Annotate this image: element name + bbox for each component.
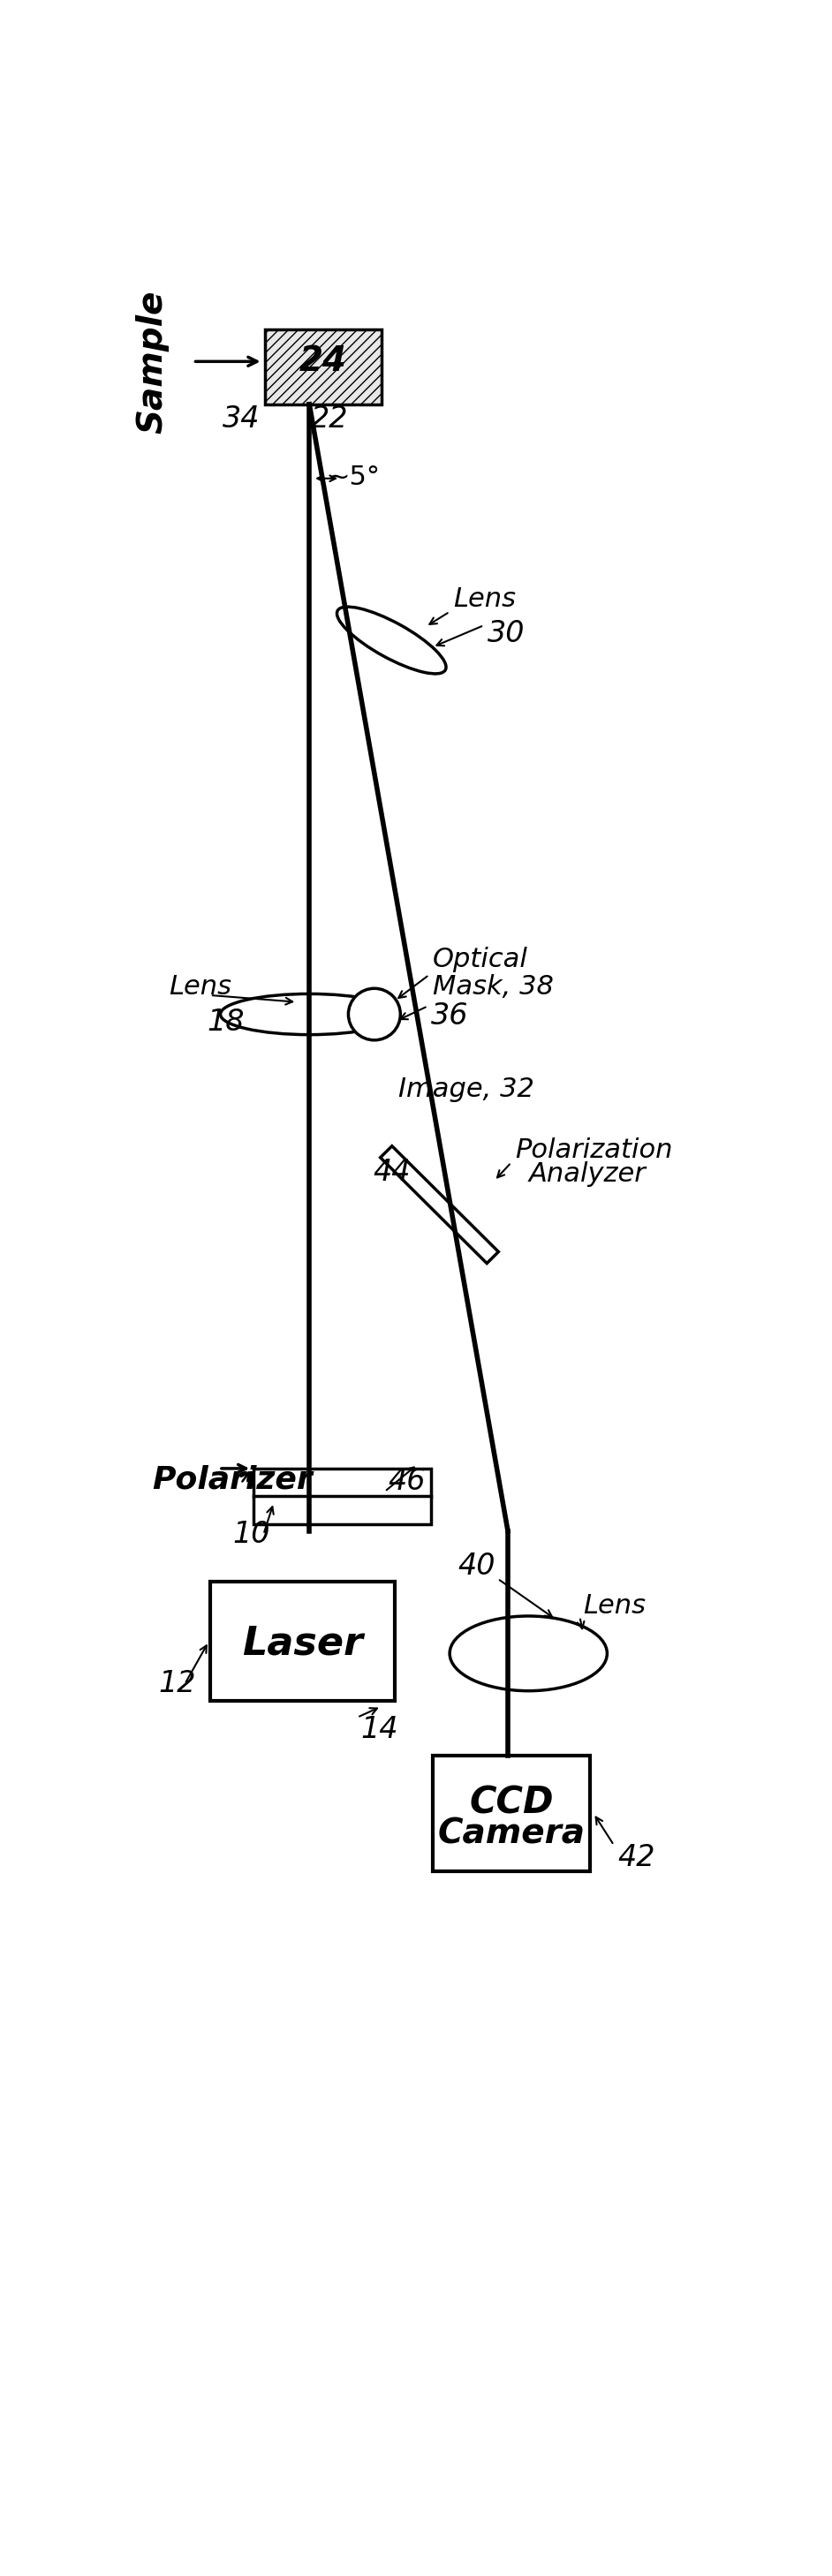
Text: 40: 40 [458,1551,496,1582]
Text: 44: 44 [373,1157,410,1188]
Bar [210,1582,395,1700]
Text: 12: 12 [159,1669,196,1698]
Text: Polarizer: Polarizer [152,1466,313,1494]
Text: Camera: Camera [438,1816,585,1850]
Text: Polarization: Polarization [515,1139,672,1164]
Text: Laser: Laser [242,1625,363,1662]
Text: 10: 10 [233,1520,270,1548]
Text: 30: 30 [488,618,525,649]
FancyBboxPatch shape [265,330,381,404]
Text: 22: 22 [311,404,349,433]
Text: 34: 34 [222,404,260,433]
Text: 18: 18 [206,1007,245,1038]
Circle shape [349,989,400,1041]
Text: 46: 46 [388,1466,426,1497]
Text: Lens: Lens [583,1592,646,1618]
Text: Lens: Lens [169,974,232,999]
Text: 42: 42 [617,1842,655,1873]
Bar [433,1754,590,1870]
Text: Image, 32: Image, 32 [399,1077,534,1103]
Bar [253,1497,431,1525]
Text: Lens: Lens [453,587,516,613]
Bar [380,1146,498,1262]
Text: Optical: Optical [433,948,527,974]
Text: 36: 36 [431,1002,468,1030]
Text: Sample: Sample [135,289,169,433]
Text: CCD: CCD [469,1785,553,1821]
Bar [253,1468,431,1497]
Text: ~5°: ~5° [327,464,380,489]
Text: Mask, 38: Mask, 38 [433,974,553,999]
Text: 14: 14 [361,1716,399,1744]
Text: 24: 24 [300,345,347,379]
Text: Analyzer: Analyzer [528,1162,646,1188]
